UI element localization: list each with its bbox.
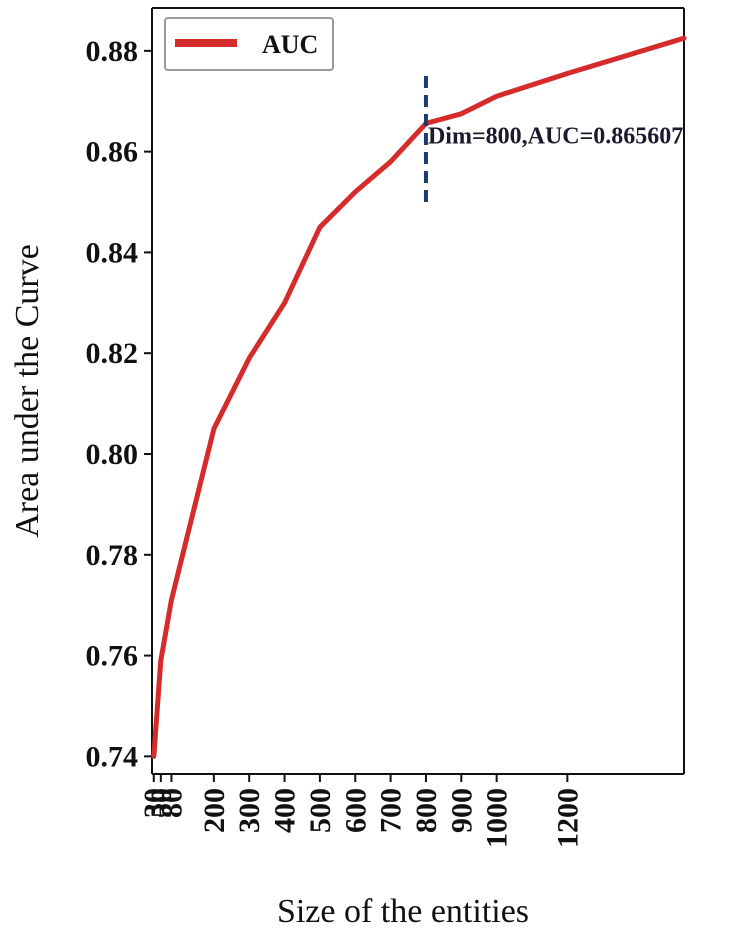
x-tick-label: 900: [445, 788, 478, 833]
legend-box: [164, 17, 334, 71]
y-tick-label: 0.82: [86, 337, 139, 370]
y-tick-label: 0.80: [86, 438, 139, 471]
y-tick-label: 0.88: [86, 35, 139, 68]
x-tick-label: 50: [145, 788, 178, 818]
x-tick-label: 1200: [551, 788, 584, 848]
x-tick-label: 700: [375, 788, 408, 833]
series-line-auc: [151, 35, 687, 759]
x-axis-label: Size of the entities: [277, 893, 529, 929]
y-tick-label: 0.78: [86, 539, 139, 572]
annotation-label: Dim=800,AUC=0.865607: [428, 123, 683, 149]
y-axis-ticks: 0.74 0.76 0.78 0.80 0.82 0.84 0.86 0.88: [86, 35, 152, 773]
annotation-layer: Dim=800,AUC=0.865607: [423, 76, 683, 203]
y-tick-label: 0.74: [86, 740, 139, 773]
plot-frame: [151, 7, 685, 775]
x-tick-label: 1000: [481, 788, 514, 848]
series-layer: [151, 35, 687, 759]
legend-label-auc: AUC: [262, 30, 318, 59]
legend: AUC: [164, 17, 334, 71]
y-tick-label: 0.76: [86, 640, 139, 673]
y-tick-label: 0.86: [86, 136, 139, 169]
y-tick-label: 0.84: [86, 236, 139, 269]
x-tick-label: 80: [155, 788, 188, 818]
y-axis-label: Area under the Curve: [9, 244, 46, 538]
x-tick-label: 800: [410, 788, 443, 833]
x-tick-label: 500: [304, 788, 337, 833]
x-tick-label: 600: [339, 788, 372, 833]
x-tick-label: 200: [198, 788, 231, 833]
x-tick-label: 300: [233, 788, 266, 833]
x-tick-label: 30: [138, 788, 171, 818]
x-tick-label: 400: [269, 788, 302, 833]
